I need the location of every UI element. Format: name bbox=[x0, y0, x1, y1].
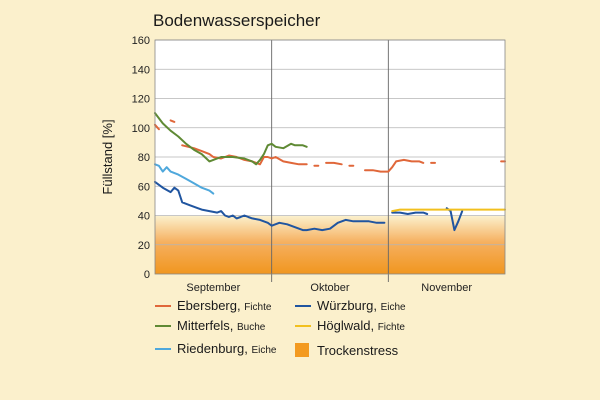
legend-label: Höglwald, Fichte bbox=[317, 318, 405, 333]
series-line-4 bbox=[391, 208, 506, 213]
legend-species: Buche bbox=[237, 322, 266, 333]
x-tick-label: November bbox=[421, 282, 472, 294]
y-tick-label: 100 bbox=[132, 123, 150, 135]
axes: 0 20 40 60 80 100 120 140 160 September Oktober Nov… bbox=[132, 35, 506, 294]
series-line-2 bbox=[154, 163, 215, 195]
legend-species: Fichte bbox=[378, 322, 406, 333]
chart-title: Bodenwasserspeicher bbox=[153, 11, 321, 30]
y-tick-label: 80 bbox=[138, 152, 150, 164]
y-axis-label: Füllstand [%] bbox=[100, 119, 115, 194]
series-layer bbox=[154, 112, 506, 232]
legend-label: Ebersberg, Fichte bbox=[177, 298, 272, 313]
legend-label-band: Trockenstress bbox=[317, 343, 399, 358]
y-tick-label: 60 bbox=[138, 181, 150, 193]
legend-swatch-band bbox=[295, 343, 309, 357]
plot-frame bbox=[154, 39, 506, 275]
series-line-0 bbox=[169, 119, 176, 123]
y-tick-label: 140 bbox=[132, 64, 150, 76]
legend-species: Eiche bbox=[381, 302, 406, 313]
y-tick-label: 160 bbox=[132, 35, 150, 47]
legend-species: Fichte bbox=[244, 302, 272, 313]
legend: Ebersberg, Fichte Mitterfels, Buche Rieden… bbox=[155, 298, 406, 358]
legend-species: Eiche bbox=[251, 345, 276, 356]
y-tick-label: 40 bbox=[138, 211, 150, 223]
series-line-0 bbox=[325, 161, 343, 166]
x-tick-label: Oktober bbox=[310, 282, 349, 294]
series-line-1 bbox=[154, 112, 308, 166]
y-tick-label: 120 bbox=[132, 94, 150, 106]
x-tick-label: September bbox=[186, 282, 240, 294]
y-tick-label: 20 bbox=[138, 240, 150, 252]
legend-label: Würzburg, Eiche bbox=[317, 298, 406, 313]
series-line-3 bbox=[391, 211, 429, 215]
series-line-3 bbox=[154, 180, 386, 232]
legend-label: Mitterfels, Buche bbox=[177, 318, 266, 333]
legend-label: Riedenburg, Eiche bbox=[177, 341, 277, 356]
series-line-0 bbox=[154, 123, 160, 131]
y-tick-label: 0 bbox=[144, 269, 150, 281]
series-line-0 bbox=[364, 158, 425, 173]
